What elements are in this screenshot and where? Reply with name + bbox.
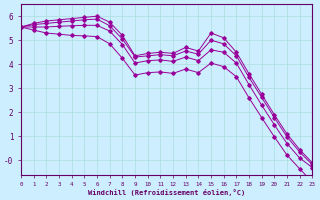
X-axis label: Windchill (Refroidissement éolien,°C): Windchill (Refroidissement éolien,°C) xyxy=(88,189,245,196)
